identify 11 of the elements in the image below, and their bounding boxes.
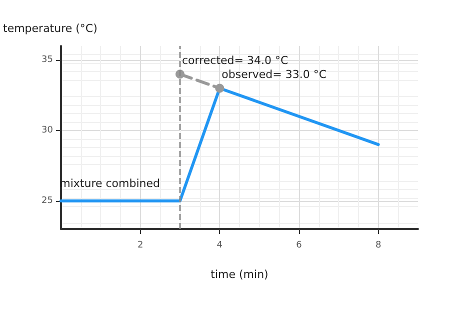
x-axis-title: time (min) xyxy=(210,268,268,281)
x-tick-label: 8 xyxy=(375,240,382,250)
x-tick-label: 4 xyxy=(216,240,223,250)
annotation: observed= 33.0 °C xyxy=(222,68,327,82)
annotation: corrected= 34.0 °C xyxy=(182,54,288,68)
y-tick-label: 25 xyxy=(42,196,53,206)
x-tick-label: 6 xyxy=(296,240,302,250)
y-axis-title: temperature (°C) xyxy=(3,22,98,35)
y-tick-label: 30 xyxy=(42,125,54,136)
y-tick-label: 35 xyxy=(42,55,53,66)
x-tick-label: 2 xyxy=(137,240,144,250)
